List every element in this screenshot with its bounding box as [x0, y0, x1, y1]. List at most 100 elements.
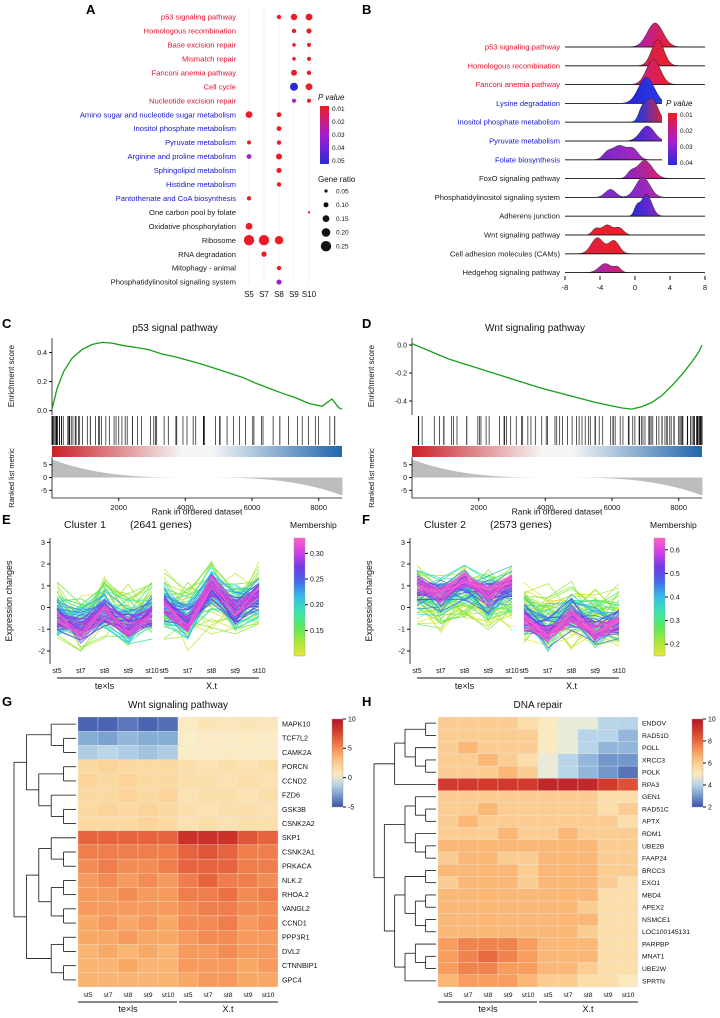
heatmap-cell: [177, 745, 199, 760]
gene-label: APTX: [642, 819, 660, 826]
stage-label: st9: [243, 992, 252, 999]
heatmap-cell: [617, 839, 639, 853]
legend-tick-label: 2: [708, 804, 712, 811]
gene-label: CCND1: [282, 918, 307, 927]
gene-label: RDM1: [642, 831, 661, 838]
y-tick-label: 2: [41, 560, 45, 569]
ranked-metric-bar: [441, 468, 445, 478]
heatmap-cell: [157, 787, 179, 803]
heatmap-cell: [117, 873, 139, 888]
gene-expression-line: [523, 613, 620, 637]
heatmap-cell: [177, 759, 199, 774]
heatmap-cell: [77, 816, 99, 831]
heatmap-cell: [617, 827, 639, 840]
heatmap-cell: [157, 830, 179, 846]
heatmap-cell: [457, 815, 479, 828]
group-label: X.t: [566, 681, 578, 691]
heatmap-cell: [617, 925, 639, 939]
heatmap-cell: [557, 937, 579, 951]
pathway-label: Pantothenate and CoA biosynthesis: [116, 194, 237, 203]
heatmap-cell: [557, 876, 579, 889]
y-tick-label: 3: [401, 538, 405, 547]
pvalue-tick: 0.02: [680, 128, 693, 135]
pathway-label: One carbon pool by folate: [149, 208, 236, 217]
ranked-metric-bar: [104, 473, 108, 478]
heatmap-cell: [537, 913, 559, 926]
ranked-metric-bar: [75, 467, 79, 478]
ranked-metric-bar: [658, 477, 662, 484]
sample-label: S10: [302, 290, 317, 299]
heatmap-cell: [517, 790, 539, 804]
stage-label: st9: [143, 992, 152, 999]
ranked-metric-bar: [318, 477, 323, 489]
heatmap-cell: [217, 873, 239, 888]
panel-e-cluster: Cluster 1 (2641 genes) 3 2 1 0 -1 -2 Expression …: [4, 519, 337, 691]
pathway-label: Phosphatidylinositol signaling system: [435, 193, 560, 202]
legend-tick-label: 0.5: [670, 571, 680, 578]
generatio-tick: 0.15: [336, 216, 349, 223]
heatmap-cell: [517, 913, 539, 926]
bubble-dot: [274, 236, 284, 245]
gene-expression-line: [416, 579, 513, 595]
heatmap-cell: [257, 958, 279, 973]
heatmap-cell: [557, 716, 579, 730]
heatmap-cell: [237, 745, 259, 760]
heatmap-cell: [157, 915, 179, 931]
heatmap-cell: [517, 753, 539, 767]
heatmap-cell: [157, 745, 179, 760]
gene-label: BRCC3: [642, 868, 665, 875]
heatmap-cell: [77, 930, 99, 945]
heatmap-cell: [537, 778, 559, 791]
rank-colorbar: [52, 446, 342, 457]
heatmap-cell: [457, 753, 479, 767]
heatmap-cell: [137, 802, 159, 817]
ranked-metric-bar: [612, 477, 616, 479]
bubble-dot: [276, 112, 282, 118]
ranked-metric-bar: [493, 476, 497, 478]
x-tick-label: -8: [562, 283, 569, 292]
stage-label: st8: [567, 668, 576, 675]
heatmap-cell: [457, 937, 479, 951]
ranked-metric-bar: [617, 477, 622, 479]
heatmap-cell: [137, 816, 159, 831]
heatmap-cell: [537, 815, 559, 828]
es-tick-label: 0.4: [37, 350, 47, 357]
heatmap-cell: [497, 876, 519, 889]
heatmap-cell: [617, 802, 639, 816]
ranked-metric-bar: [670, 477, 674, 487]
ridge-density: [565, 177, 705, 198]
heatmap-cell: [617, 913, 639, 926]
ranked-metric-bar: [101, 472, 105, 478]
ranked-metric-bar: [240, 477, 244, 478]
panel-a-dotplot: p53 signaling pathway Homologous recombin…: [80, 10, 356, 299]
heatmap-cell: [117, 787, 139, 803]
heatmap-cell: [77, 944, 99, 959]
pathway-label: Inositol phosphate metabolism: [457, 118, 560, 127]
heatmap-cell: [237, 972, 259, 988]
gene-label: POLL: [642, 745, 660, 752]
bubble-dot: [246, 154, 252, 159]
ranked-metric-bar: [92, 471, 96, 478]
y-tick-label: 0: [401, 603, 405, 612]
heatmap-cell: [517, 937, 539, 951]
heatmap-cell: [477, 864, 499, 877]
heatmap-cell: [177, 944, 199, 959]
heatmap-cell: [597, 839, 619, 853]
heatmap-cell: [217, 930, 239, 945]
heatmap-cell: [537, 888, 559, 902]
gene-label: UBE2W: [642, 966, 667, 973]
stage-label: st7: [563, 992, 572, 999]
pvalue-tick: 0.04: [680, 160, 693, 167]
heatmap-cell: [557, 778, 579, 791]
pathway-label: Mitophagy - animal: [172, 264, 236, 273]
heatmap-cell: [197, 873, 219, 888]
heatmap-cell: [437, 802, 459, 816]
legend-tick-label: 0.15: [310, 628, 324, 635]
generatio-dot: [320, 241, 332, 252]
pvalue-legend-title: P value: [666, 99, 693, 108]
x-axis-title: Rank in ordered dataset: [152, 507, 243, 517]
pathway-label: Fanconi anemia pathway: [476, 80, 561, 89]
pathway-label: Homologous recombination: [468, 61, 560, 70]
enrichment-curve: [411, 343, 703, 410]
